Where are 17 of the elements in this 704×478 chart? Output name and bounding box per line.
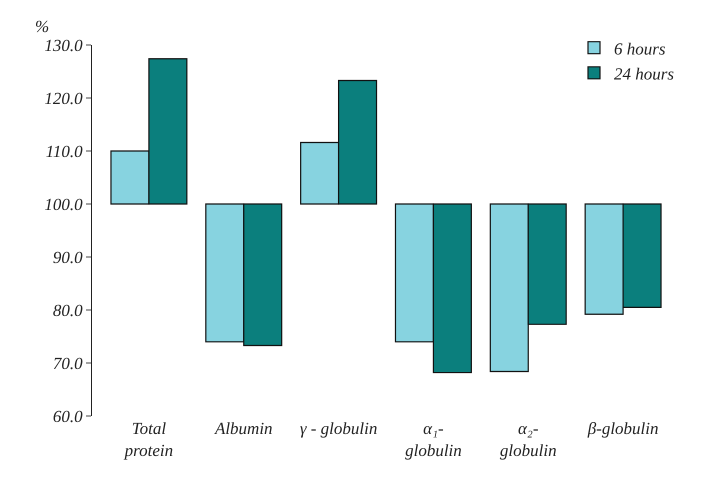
x-tick-label: β-globulin <box>586 419 659 438</box>
x-tick-label: Albumin <box>214 419 273 438</box>
y-tick-label: 110.0 <box>46 142 84 161</box>
legend-label: 6 hours <box>614 39 666 58</box>
y-tick-label: 120.0 <box>44 88 84 108</box>
x-tick-label: γ - globulin <box>300 419 378 438</box>
y-tick-label: 60.0 <box>52 406 84 426</box>
y-tick-label: 80.0 <box>52 300 84 320</box>
y-tick-label: 70.0 <box>52 354 84 373</box>
x-tick-label: α₁- globulin <box>405 419 462 460</box>
y-tick-label: 130.0 <box>44 36 84 55</box>
x-tick-label: Total protein <box>124 419 174 460</box>
y-tick-label: 90.0 <box>52 248 84 267</box>
x-tick-label: α₂- globulin <box>500 419 557 460</box>
y-axis-title: % <box>35 17 50 36</box>
y-tick-label: 100.0 <box>44 194 84 214</box>
legend-label: 24 hours <box>614 64 674 84</box>
